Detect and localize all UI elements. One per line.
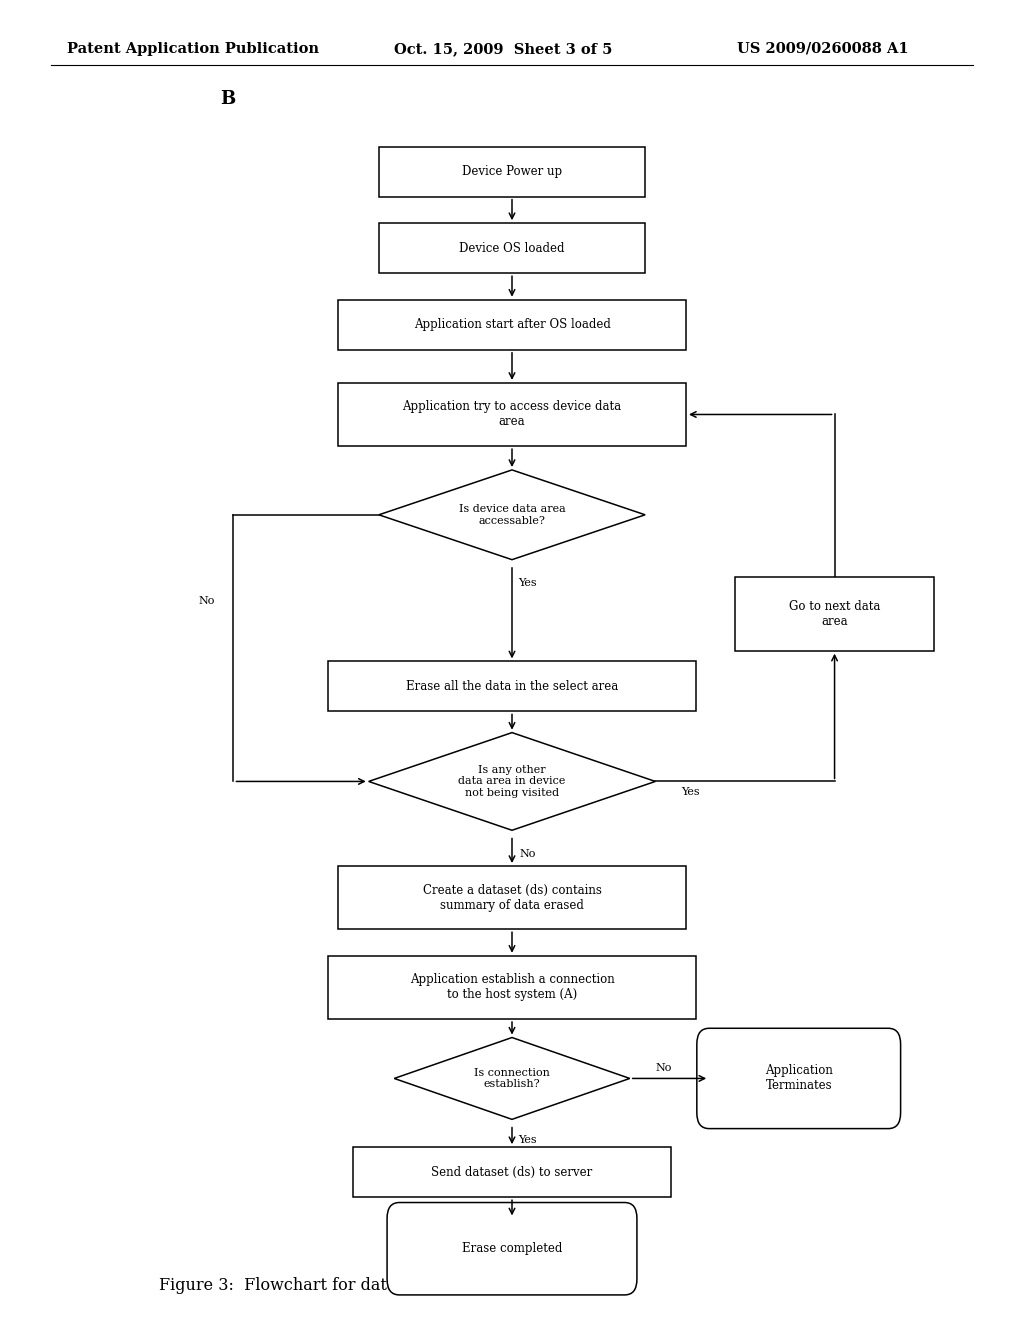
FancyBboxPatch shape: [379, 147, 645, 197]
Text: B: B: [220, 90, 236, 108]
Text: Device Power up: Device Power up: [462, 165, 562, 178]
Text: Create a dataset (ds) contains
summary of data erased: Create a dataset (ds) contains summary o…: [423, 883, 601, 912]
Text: Oct. 15, 2009  Sheet 3 of 5: Oct. 15, 2009 Sheet 3 of 5: [394, 42, 612, 55]
Text: Application establish a connection
to the host system (A): Application establish a connection to th…: [410, 973, 614, 1002]
Text: Yes: Yes: [518, 578, 537, 589]
Text: Yes: Yes: [518, 1135, 537, 1146]
Text: Application try to access device data
area: Application try to access device data ar…: [402, 400, 622, 429]
FancyBboxPatch shape: [338, 866, 686, 929]
Text: Is device data area
accessable?: Is device data area accessable?: [459, 504, 565, 525]
FancyBboxPatch shape: [379, 223, 645, 273]
FancyBboxPatch shape: [328, 661, 696, 711]
Text: Patent Application Publication: Patent Application Publication: [67, 42, 318, 55]
Text: No: No: [655, 1063, 672, 1073]
Polygon shape: [369, 733, 655, 830]
FancyBboxPatch shape: [338, 300, 686, 350]
Text: No: No: [519, 849, 536, 859]
FancyBboxPatch shape: [338, 383, 686, 446]
Text: Send dataset (ds) to server: Send dataset (ds) to server: [431, 1166, 593, 1179]
Text: Application
Terminates: Application Terminates: [765, 1064, 833, 1093]
Text: Go to next data
area: Go to next data area: [788, 599, 881, 628]
FancyBboxPatch shape: [696, 1028, 901, 1129]
Text: Device OS loaded: Device OS loaded: [459, 242, 565, 255]
FancyBboxPatch shape: [734, 577, 934, 651]
Text: US 2009/0260088 A1: US 2009/0260088 A1: [737, 42, 909, 55]
Text: Is connection
establish?: Is connection establish?: [474, 1068, 550, 1089]
FancyBboxPatch shape: [353, 1147, 671, 1197]
Text: Application start after OS loaded: Application start after OS loaded: [414, 318, 610, 331]
FancyBboxPatch shape: [328, 956, 696, 1019]
Text: Erase all the data in the select area: Erase all the data in the select area: [406, 680, 618, 693]
Polygon shape: [394, 1038, 630, 1119]
Text: No: No: [199, 595, 215, 606]
Polygon shape: [379, 470, 645, 560]
Text: Yes: Yes: [681, 787, 699, 797]
FancyBboxPatch shape: [387, 1203, 637, 1295]
Text: Erase completed: Erase completed: [462, 1242, 562, 1255]
Text: Figure 3:  Flowchart for data erase on system: Figure 3: Flowchart for data erase on sy…: [159, 1276, 532, 1294]
Text: Is any other
data area in device
not being visited: Is any other data area in device not bei…: [459, 764, 565, 799]
